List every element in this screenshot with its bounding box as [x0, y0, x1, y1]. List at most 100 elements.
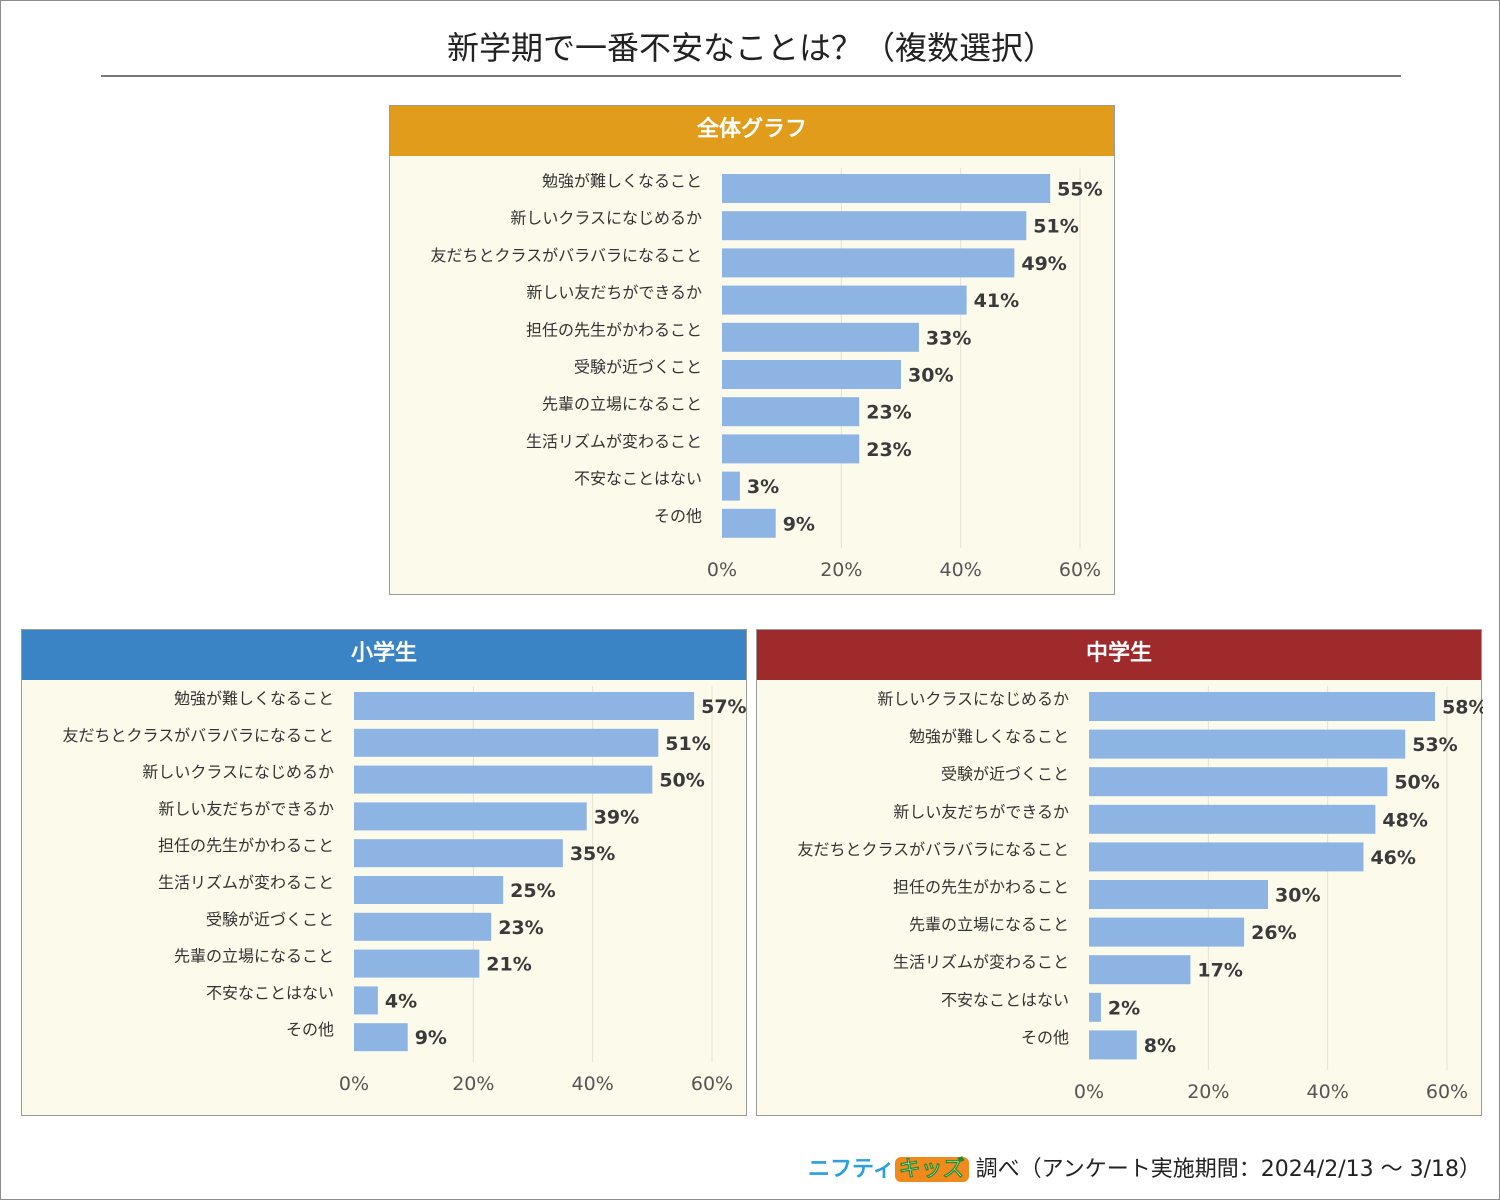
bar	[354, 692, 695, 720]
value-label: 25%	[510, 880, 555, 902]
category-label: 受験が近づくこと	[574, 358, 702, 377]
x-tick-label: 20%	[820, 559, 862, 581]
bar	[1089, 692, 1436, 721]
overall-chart-panel: 全体グラフ 0% 20% 40% 60% 勉強が難しくなること 55% 新しいクラスになじめ…	[389, 105, 1115, 595]
value-label: 58%	[1442, 697, 1483, 719]
value-label: 41%	[974, 290, 1019, 312]
overall-bar-chart: 0% 20% 40% 60% 勉強が難しくなること 55% 新しいクラスになじめるか 51% 友…	[430, 168, 1103, 581]
elementary-bar-chart: 0% 20% 40% 60% 勉強が難しくなること 57% 友だちとクラスがバラバラになるこ…	[62, 686, 747, 1095]
bar	[354, 802, 587, 831]
main-title: 新学期で一番不安なことは？（複数選択）	[446, 29, 1055, 67]
category-label: 新しい友だちができるか	[158, 799, 334, 818]
value-label: 39%	[594, 806, 639, 828]
bar	[722, 508, 776, 538]
category-label: 新しいクラスになじめるか	[877, 690, 1069, 709]
category-label: 生活リズムが変わること	[893, 953, 1069, 972]
category-label: 勉強が難しくなること	[542, 172, 702, 191]
category-label: 勉強が難しくなること	[909, 727, 1069, 746]
category-label: 友だちとクラスがバラバラになること	[62, 726, 334, 745]
bar	[1089, 1030, 1137, 1060]
x-tick-label: 40%	[572, 1073, 614, 1095]
bar	[722, 397, 860, 427]
value-label: 9%	[783, 513, 815, 535]
bar	[722, 248, 1015, 278]
junior-high-chart-title: 中学生	[757, 630, 1481, 680]
value-label: 9%	[415, 1027, 447, 1049]
category-label: 担任の先生がかわること	[526, 320, 702, 339]
bar	[722, 471, 740, 501]
value-label: 30%	[908, 365, 953, 387]
x-tick-label: 40%	[1307, 1081, 1349, 1103]
value-label: 51%	[665, 733, 710, 755]
value-label: 51%	[1033, 216, 1078, 238]
category-label: 新しい友だちができるか	[526, 283, 702, 302]
x-tick-label: 0%	[707, 559, 737, 581]
category-label: 新しいクラスになじめるか	[142, 763, 334, 782]
category-label: 受験が近づくこと	[941, 765, 1069, 784]
category-label: 不安なことはない	[206, 983, 334, 1002]
bar	[1089, 767, 1388, 797]
category-label: 新しい友だちができるか	[893, 802, 1069, 821]
bar	[722, 360, 901, 389]
bar	[1089, 842, 1364, 872]
category-label: 担任の先生がかわること	[893, 878, 1069, 897]
bar	[354, 839, 563, 868]
bar	[354, 765, 653, 794]
x-tick-label: 60%	[1426, 1081, 1468, 1103]
value-label: 23%	[866, 402, 911, 424]
category-label: 勉強が難しくなること	[174, 689, 334, 708]
value-label: 17%	[1197, 960, 1242, 982]
value-label: 57%	[701, 696, 746, 718]
category-label: 先輩の立場になること	[174, 947, 334, 966]
value-label: 23%	[498, 917, 543, 939]
bar	[1089, 804, 1376, 834]
category-label: 友だちとクラスがバラバラになること	[797, 840, 1069, 859]
value-label: 23%	[866, 439, 911, 461]
bar	[354, 728, 659, 757]
category-label: 生活リズムが変わること	[526, 432, 702, 451]
value-label: 35%	[570, 843, 615, 865]
value-label: 2%	[1108, 997, 1140, 1019]
bar	[722, 434, 860, 464]
x-tick-label: 0%	[1074, 1081, 1104, 1103]
value-label: 50%	[659, 770, 704, 792]
bar	[1089, 992, 1101, 1022]
category-label: 生活リズムが変わること	[158, 873, 334, 892]
category-label: 担任の先生がかわること	[158, 836, 334, 855]
bar	[354, 1023, 408, 1052]
bar	[354, 949, 480, 978]
category-label: 先輩の立場になること	[542, 395, 702, 414]
bar	[354, 986, 378, 1015]
bar	[722, 285, 967, 315]
value-label: 26%	[1251, 922, 1296, 944]
elementary-chart-panel: 小学生 0% 20% 40% 60% 勉強が難しくなること 57% 友だちとクラスがバラバラ…	[21, 629, 747, 1116]
x-tick-label: 60%	[691, 1073, 733, 1095]
brand-name-part2: キッズ	[894, 1157, 969, 1182]
bar	[1089, 917, 1245, 947]
bar	[354, 912, 492, 941]
bar	[1089, 955, 1191, 985]
category-label: 友だちとクラスがバラバラになること	[430, 246, 702, 265]
bar	[722, 211, 1027, 241]
bar	[1089, 880, 1268, 909]
bar	[722, 174, 1051, 203]
x-tick-label: 60%	[1059, 559, 1101, 581]
value-label: 21%	[486, 954, 531, 976]
bar	[1089, 729, 1406, 759]
value-label: 3%	[747, 476, 779, 498]
survey-credit-text: 調べ（アンケート実施期間：2024/2/13 ～ 3/18）	[975, 1157, 1481, 1182]
category-label: 受験が近づくこと	[206, 910, 334, 929]
overall-chart-title: 全体グラフ	[390, 106, 1114, 156]
value-label: 46%	[1370, 847, 1415, 869]
category-label: 不安なことはない	[941, 990, 1069, 1009]
elementary-chart-title: 小学生	[22, 630, 746, 680]
value-label: 49%	[1021, 253, 1066, 275]
category-label: 新しいクラスになじめるか	[510, 209, 702, 228]
value-label: 30%	[1275, 885, 1320, 907]
value-label: 50%	[1394, 772, 1439, 794]
value-label: 53%	[1412, 734, 1457, 756]
x-tick-label: 40%	[940, 559, 982, 581]
title-divider	[101, 75, 1401, 77]
junior-high-chart-panel: 中学生 0% 20% 40% 60% 新しいクラスになじめるか 58% 勉強が難しくなること…	[756, 629, 1483, 1116]
